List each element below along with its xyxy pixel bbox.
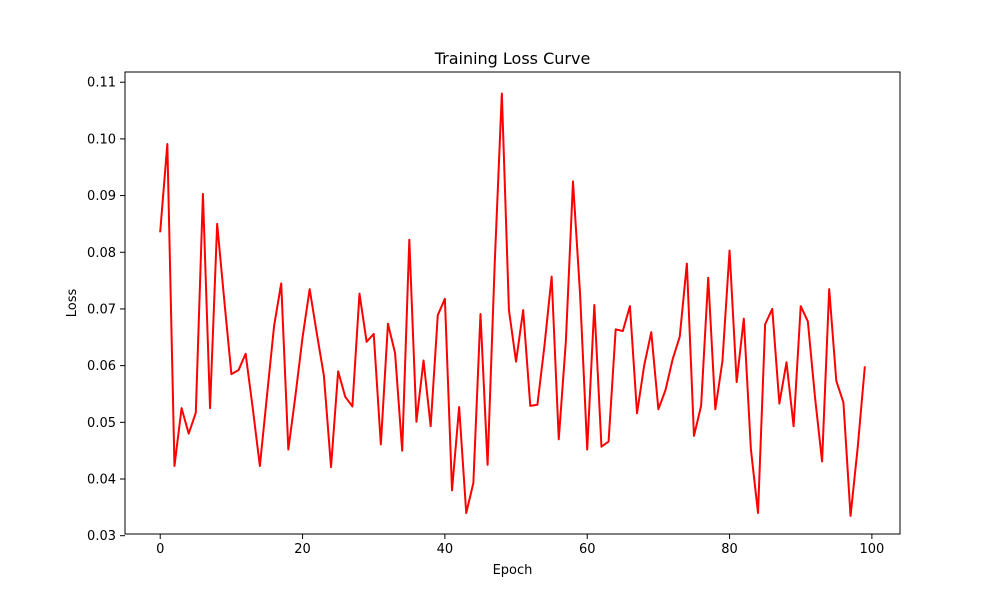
y-tick-label: 0.05 (87, 416, 116, 431)
loss-line (159, 92, 866, 517)
y-tick-label: 0.10 (87, 132, 116, 147)
x-axis-label: Epoch (493, 563, 533, 578)
y-tick-label: 0.03 (87, 529, 116, 544)
chart-title: Training Loss Curve (434, 49, 591, 68)
y-tick-label: 0.08 (87, 246, 116, 261)
x-tick-label: 80 (721, 542, 738, 557)
x-tick-label: 60 (579, 542, 596, 557)
y-tick-label: 0.09 (87, 189, 116, 204)
y-axis-label: Loss (65, 289, 80, 318)
y-axis: 0.03 0.04 0.05 0.06 0.07 0.08 0.09 0.10 0.11 (87, 76, 125, 544)
series-layer (159, 92, 866, 517)
x-tick-label: 40 (437, 542, 454, 557)
plot-frame (124, 71, 901, 535)
y-tick-label: 0.07 (87, 302, 116, 317)
x-tick-label: 100 (859, 542, 884, 557)
y-tick-label: 0.06 (87, 359, 116, 374)
x-tick-label: 20 (294, 542, 311, 557)
x-tick-label: 0 (156, 542, 164, 557)
y-tick-label: 0.04 (87, 473, 116, 488)
x-axis: 0 20 40 60 80 100 (156, 534, 884, 557)
y-tick-label: 0.11 (87, 76, 116, 91)
